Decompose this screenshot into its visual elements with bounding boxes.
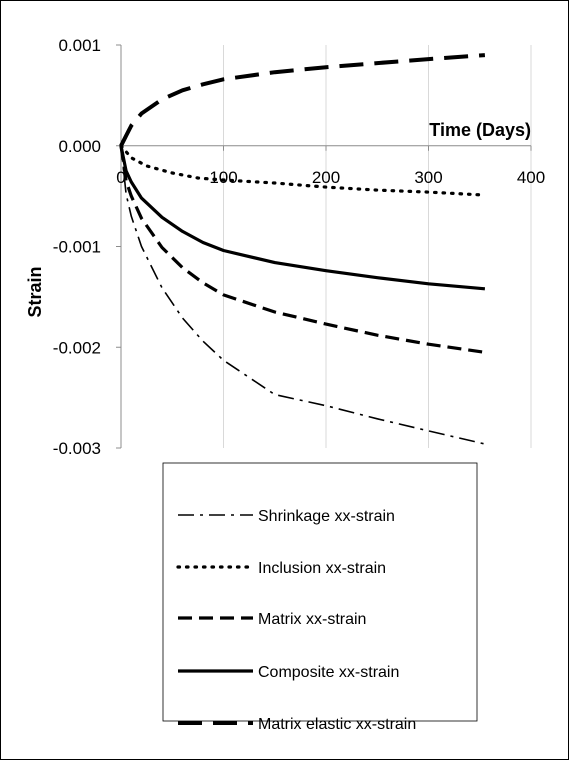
x-tick-label: 400 [517, 168, 545, 187]
series-line [119, 145, 486, 354]
y-tick-label: -0.001 [53, 238, 101, 257]
series-line [119, 53, 486, 147]
legend-box [162, 462, 478, 722]
series-lines [119, 53, 487, 445]
axes [116, 44, 532, 449]
series-line [119, 145, 486, 291]
y-tick-label: 0.000 [58, 137, 101, 156]
y-tick-label: -0.003 [53, 439, 101, 458]
y-tick-label: 0.001 [58, 36, 101, 55]
legend-label: Matrix elastic xx-strain [258, 716, 416, 733]
x-tick-label: 300 [414, 168, 442, 187]
series-line [120, 145, 486, 445]
tick-labels: 0.001 0.000 -0.001 -0.002 -0.003 0 100 200 300 40… [53, 36, 545, 458]
x-tick-label: 0 [116, 168, 125, 187]
vertical-gridlines [223, 45, 532, 448]
series-line [119, 144, 487, 197]
x-tick-label: 200 [312, 168, 340, 187]
x-tick-label: 100 [209, 168, 237, 187]
legend-label: Shrinkage xx-strain [258, 508, 395, 525]
x-axis-title: Time (Days) [429, 120, 531, 140]
legend-label: Composite xx-strain [258, 664, 399, 681]
legend: Shrinkage xx-strain Inclusion xx-strain Ma… [162, 462, 478, 733]
legend-label: Matrix xx-strain [258, 611, 366, 628]
legend-label: Inclusion xx-strain [258, 560, 386, 577]
y-axis-title: Strain [25, 266, 45, 317]
y-tick-label: -0.002 [53, 338, 101, 357]
